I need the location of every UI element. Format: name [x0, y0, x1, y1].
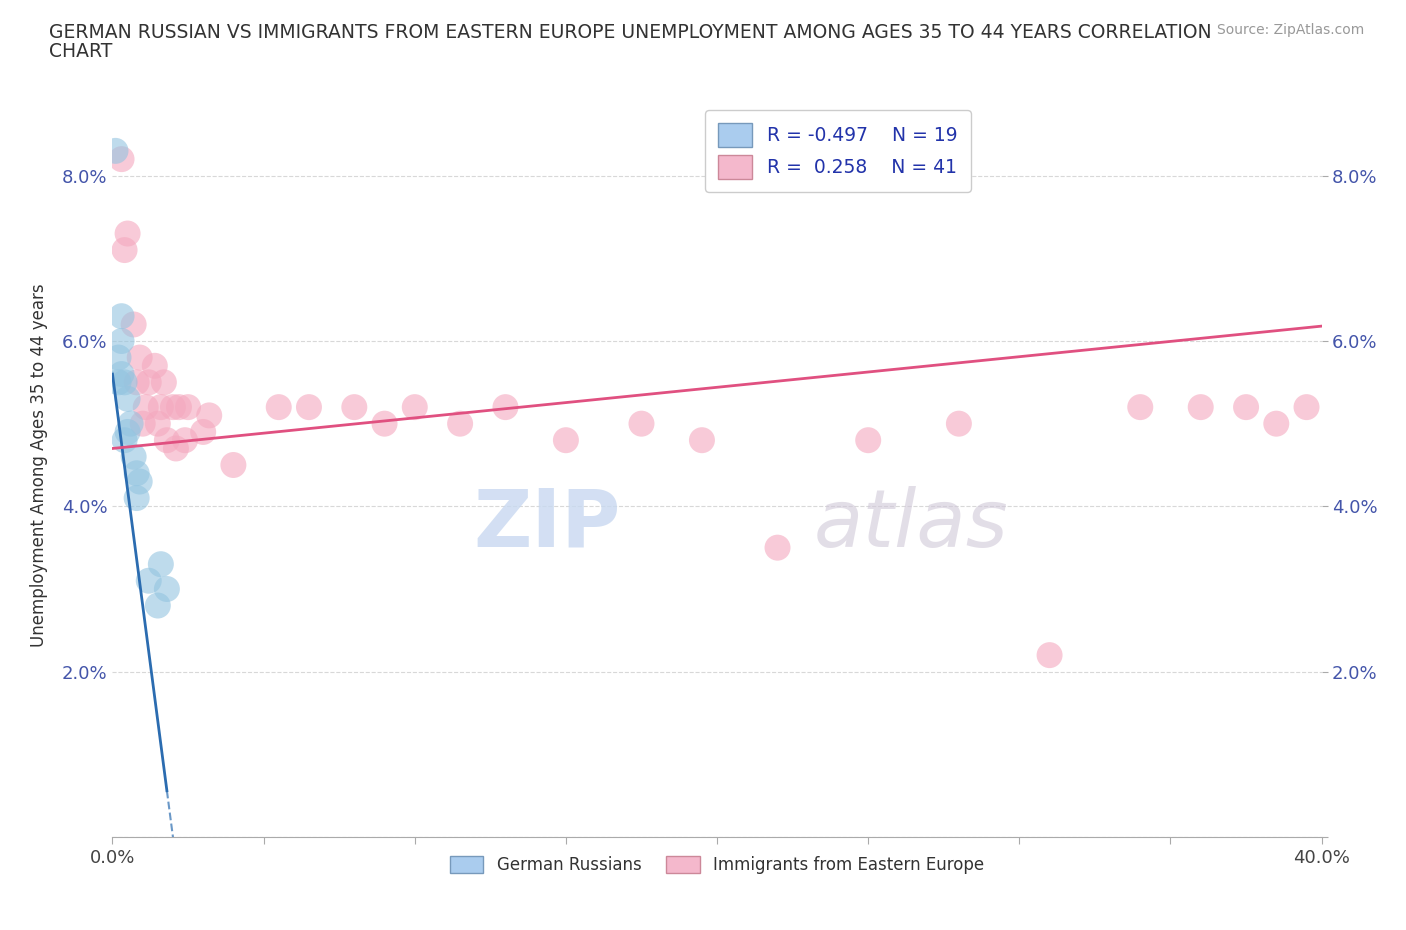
Point	[110, 366, 132, 381]
Point	[404, 400, 426, 415]
Y-axis label: Unemployment Among Ages 35 to 44 years: Unemployment Among Ages 35 to 44 years	[30, 284, 48, 646]
Point	[117, 226, 139, 241]
Point	[156, 581, 179, 596]
Point	[149, 557, 172, 572]
Point	[1265, 417, 1288, 432]
Point	[125, 466, 148, 481]
Point	[120, 417, 142, 432]
Point	[135, 400, 157, 415]
Text: atlas: atlas	[814, 485, 1008, 564]
Point	[117, 392, 139, 406]
Point	[125, 375, 148, 390]
Text: Source: ZipAtlas.com: Source: ZipAtlas.com	[1216, 23, 1364, 37]
Point	[267, 400, 290, 415]
Point	[174, 432, 197, 447]
Point	[128, 350, 150, 365]
Point	[125, 491, 148, 506]
Point	[222, 458, 245, 472]
Point	[153, 375, 176, 390]
Point	[191, 424, 214, 439]
Point	[766, 540, 789, 555]
Point	[856, 432, 880, 447]
Point	[138, 573, 160, 588]
Point	[1234, 400, 1257, 415]
Point	[162, 400, 184, 415]
Point	[122, 317, 145, 332]
Point	[149, 400, 172, 415]
Point	[107, 375, 129, 390]
Point	[298, 400, 321, 415]
Point	[107, 350, 129, 365]
Point	[554, 432, 576, 447]
Point	[132, 417, 155, 432]
Point	[690, 432, 713, 447]
Point	[110, 152, 132, 166]
Point	[1129, 400, 1152, 415]
Point	[114, 375, 136, 390]
Point	[177, 400, 200, 415]
Point	[495, 400, 517, 415]
Legend: German Russians, Immigrants from Eastern Europe: German Russians, Immigrants from Eastern…	[443, 849, 991, 881]
Point	[198, 408, 221, 423]
Point	[948, 417, 970, 432]
Point	[114, 243, 136, 258]
Text: GERMAN RUSSIAN VS IMMIGRANTS FROM EASTERN EUROPE UNEMPLOYMENT AMONG AGES 35 TO 4: GERMAN RUSSIAN VS IMMIGRANTS FROM EASTER…	[49, 23, 1212, 42]
Point	[104, 143, 127, 158]
Point	[114, 432, 136, 447]
Point	[1295, 400, 1317, 415]
Point	[1038, 647, 1062, 662]
Point	[110, 309, 132, 324]
Point	[374, 417, 396, 432]
Point	[167, 400, 190, 415]
Point	[110, 334, 132, 349]
Point	[128, 474, 150, 489]
Point	[138, 375, 160, 390]
Point	[122, 449, 145, 464]
Point	[165, 441, 187, 456]
Point	[146, 598, 169, 613]
Text: CHART: CHART	[49, 42, 112, 60]
Point	[1189, 400, 1212, 415]
Point	[630, 417, 652, 432]
Point	[143, 358, 166, 373]
Point	[156, 432, 179, 447]
Point	[343, 400, 366, 415]
Text: ZIP: ZIP	[472, 485, 620, 564]
Point	[449, 417, 471, 432]
Point	[146, 417, 169, 432]
Point	[117, 424, 139, 439]
